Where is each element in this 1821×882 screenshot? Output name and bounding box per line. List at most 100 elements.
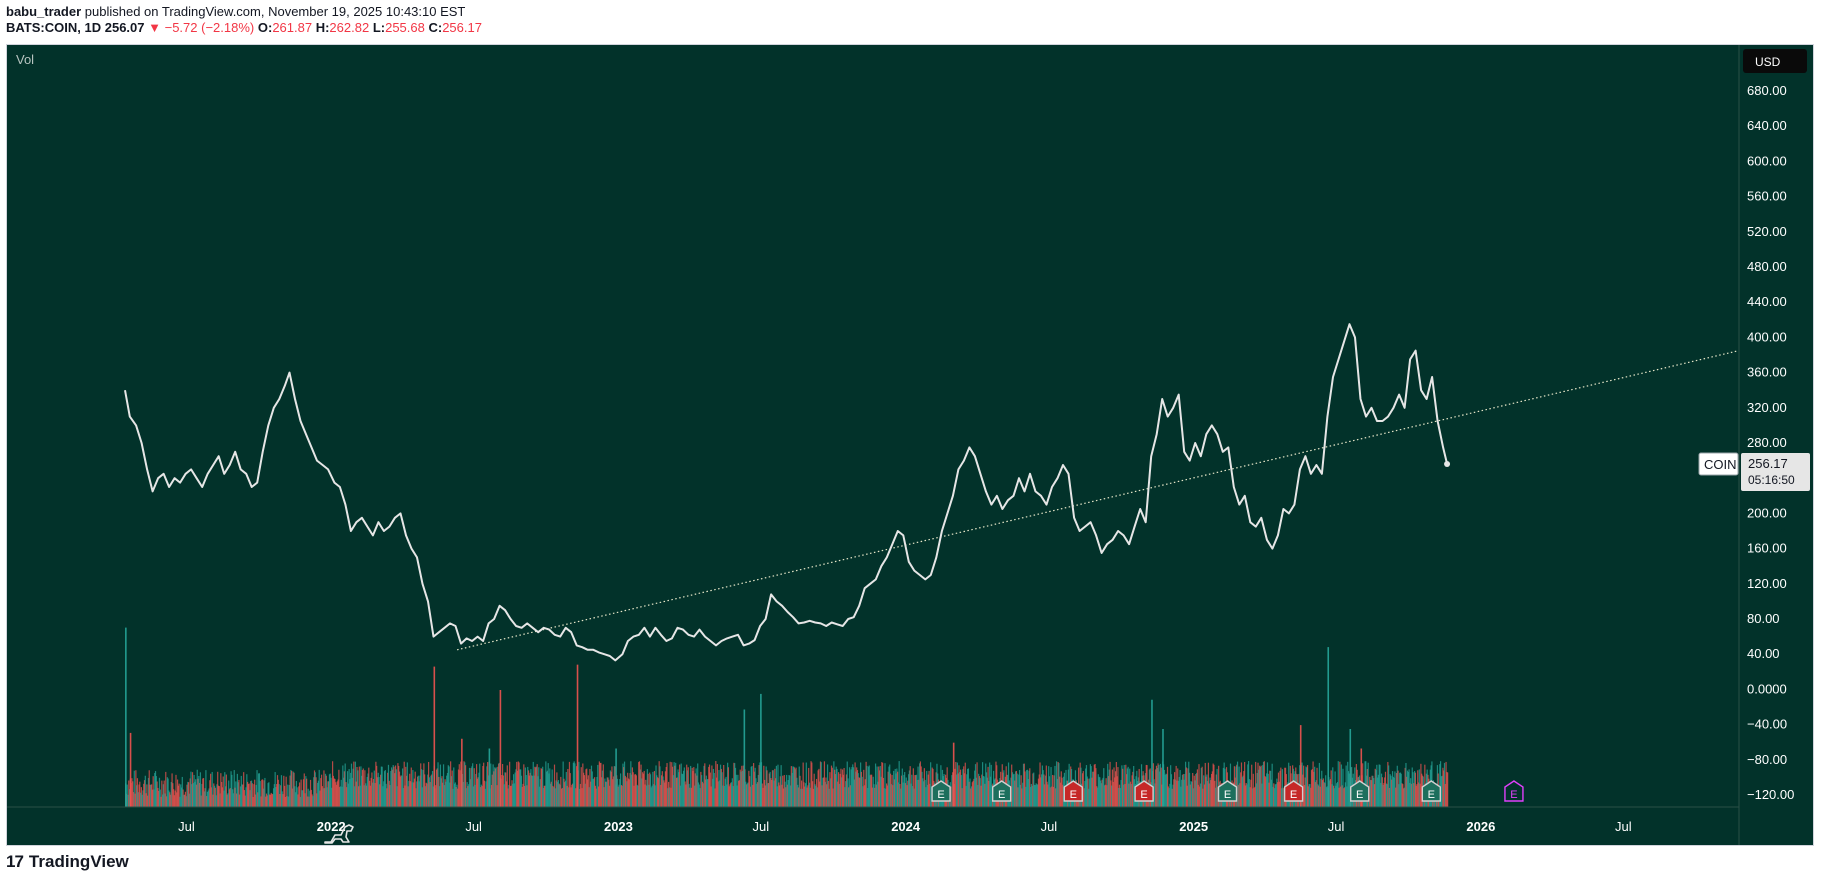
volume-bar [638, 761, 641, 807]
volume-bar [352, 768, 354, 807]
volume-bar [823, 761, 826, 807]
volume-bar [149, 784, 151, 807]
volume-bar [133, 770, 135, 807]
volume-bar [1321, 780, 1324, 807]
volume-bar [1085, 765, 1088, 807]
volume-bar [620, 773, 622, 807]
volume-bar [638, 762, 640, 807]
volume-bar [1123, 764, 1125, 807]
volume-bar [641, 778, 643, 807]
time-axis[interactable]: Jul 2022 Jul 2023 Jul 2024 Jul 2025 Jul 2026 Jul [178, 819, 1632, 834]
volume-bar [1391, 771, 1394, 807]
volume-bar [464, 765, 467, 807]
volume-bar [546, 770, 549, 807]
volume-bar [1170, 765, 1172, 807]
volume-bar [1419, 783, 1421, 807]
author-name[interactable]: babu_trader [6, 4, 82, 19]
dinosaur-icon[interactable] [324, 824, 354, 844]
volume-bar [1201, 766, 1203, 807]
volume-bar [319, 790, 321, 807]
volume-bar [782, 788, 785, 807]
volume-bar [804, 783, 807, 807]
volume-bar [1311, 769, 1313, 807]
volume-bar [509, 785, 512, 807]
volume-bar [908, 770, 910, 807]
volume-bar [623, 761, 626, 807]
volume-bar [246, 774, 248, 807]
volume-bar [350, 763, 353, 807]
volume-bar [587, 775, 589, 807]
volume-bar [1196, 769, 1199, 807]
volume-spike [576, 664, 579, 807]
volume-bar [384, 770, 386, 807]
volume-bar [1404, 767, 1406, 807]
volume-bar [824, 781, 826, 807]
volume-bar [892, 785, 894, 807]
volume-bar [1039, 762, 1041, 807]
volume-bar [986, 777, 988, 807]
volume-bar [1329, 779, 1331, 807]
volume-bar [728, 786, 730, 807]
volume-bar [529, 772, 531, 807]
volume-bar [1032, 773, 1034, 807]
volume-spike [615, 748, 617, 807]
volume-bar [257, 792, 259, 807]
trendline-group[interactable] [456, 350, 1740, 651]
volume-bar [1310, 787, 1312, 807]
volume-bar [424, 786, 427, 807]
volume-bar [1128, 783, 1130, 807]
volume-bar [458, 764, 460, 807]
volume-bar [773, 780, 775, 807]
volume-bar [1263, 761, 1265, 807]
volume-bar [1185, 767, 1187, 807]
volume-bar [496, 785, 498, 807]
volume-bar [127, 794, 129, 807]
volume-bar [377, 772, 379, 807]
volume-bar [887, 771, 889, 807]
volume-bar [198, 775, 200, 807]
volume-bar [867, 766, 870, 807]
volume-bar [678, 772, 680, 807]
volume-bar [152, 776, 154, 807]
volume-bar [1033, 772, 1035, 807]
volume-bar [740, 771, 742, 807]
currency-badge[interactable]: USD [1743, 49, 1807, 73]
volume-bar [804, 786, 806, 807]
volume-bar [896, 768, 898, 807]
volume-bar [1267, 773, 1269, 807]
tradingview-footer[interactable]: 17 TradingView [6, 852, 129, 872]
volume-bar [1332, 785, 1335, 807]
volume-bar [1205, 776, 1207, 807]
volume-bar [952, 772, 954, 807]
volume-bar [786, 774, 788, 807]
volume-bar [911, 786, 914, 807]
volume-bar [547, 763, 549, 807]
last-price-tag[interactable]: COIN 256.17 05:16:50 [1698, 452, 1810, 491]
volume-bar [723, 785, 726, 807]
volume-bar [593, 778, 595, 807]
volume-bar [189, 778, 191, 807]
y-tick-label: −120.00 [1747, 787, 1794, 802]
volume-bar [672, 775, 674, 807]
volume-bar [868, 765, 870, 807]
volume-bar [408, 780, 410, 807]
volume-bar [902, 782, 904, 807]
volume-bar [243, 772, 245, 807]
volume-bar [491, 774, 493, 807]
volume-bar [820, 762, 822, 807]
volume-bar [1253, 787, 1255, 807]
volume-bar [272, 788, 275, 807]
volume-bar [1180, 786, 1182, 807]
volume-bar [400, 775, 402, 807]
volume-bar [723, 765, 725, 807]
volume-bar [1380, 782, 1382, 807]
volume-bar [1443, 770, 1445, 807]
volume-bar [690, 765, 692, 807]
volume-bar [575, 766, 578, 807]
volume-bar [1343, 787, 1346, 807]
volume-bar [675, 777, 678, 807]
volume-bar [439, 786, 441, 807]
